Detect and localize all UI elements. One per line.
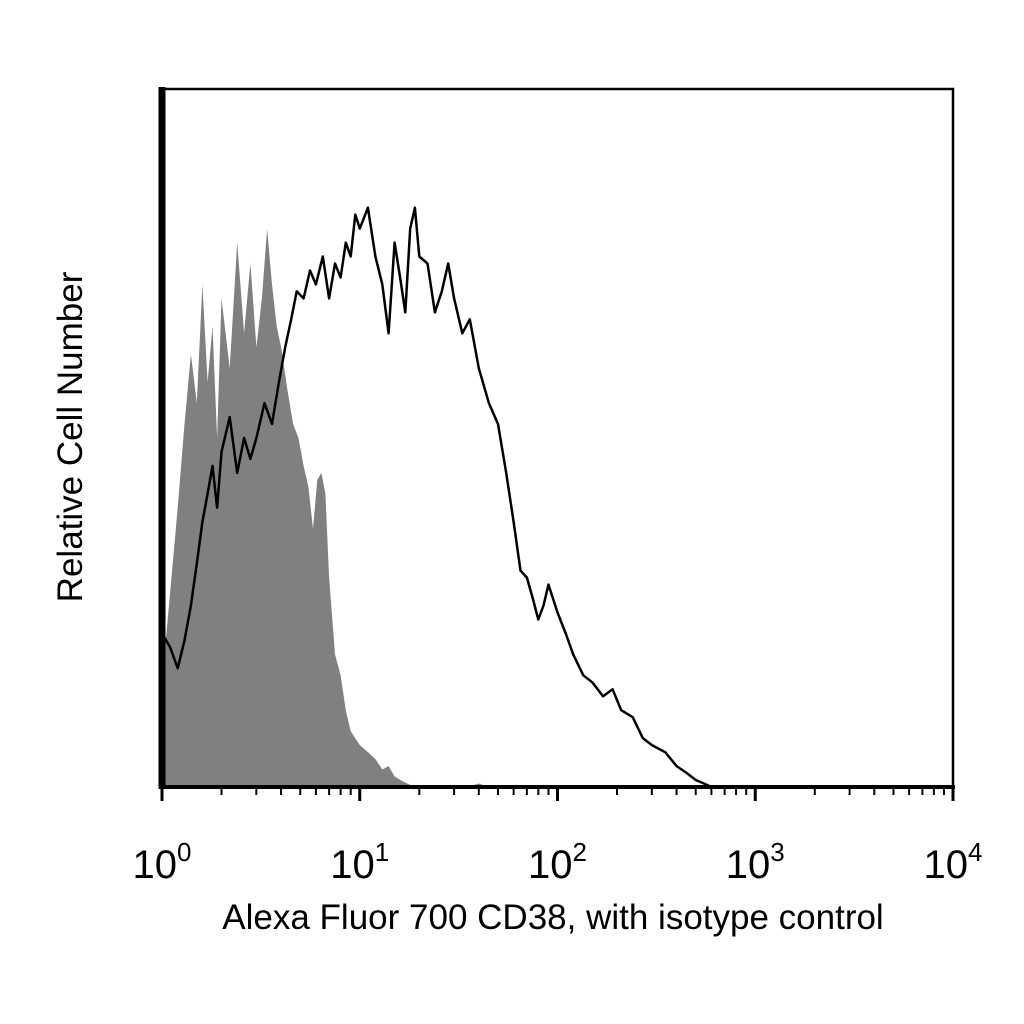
plot-layer [160,206,712,789]
x-tick-label: 103 [726,837,785,887]
x-tick-label: 101 [330,837,389,887]
y-axis-title: Relative Cell Number [51,271,90,602]
series-isotype-control [162,228,489,788]
x-tick-label: 100 [133,837,192,887]
x-axis-title: Alexa Fluor 700 CD38, with isotype contr… [222,898,883,937]
x-tick-label: 102 [528,837,587,887]
x-axis-ticks: 100 101 102 103 104 [133,787,983,887]
x-tick-label: 104 [924,837,983,887]
series-CD38 [160,206,712,789]
